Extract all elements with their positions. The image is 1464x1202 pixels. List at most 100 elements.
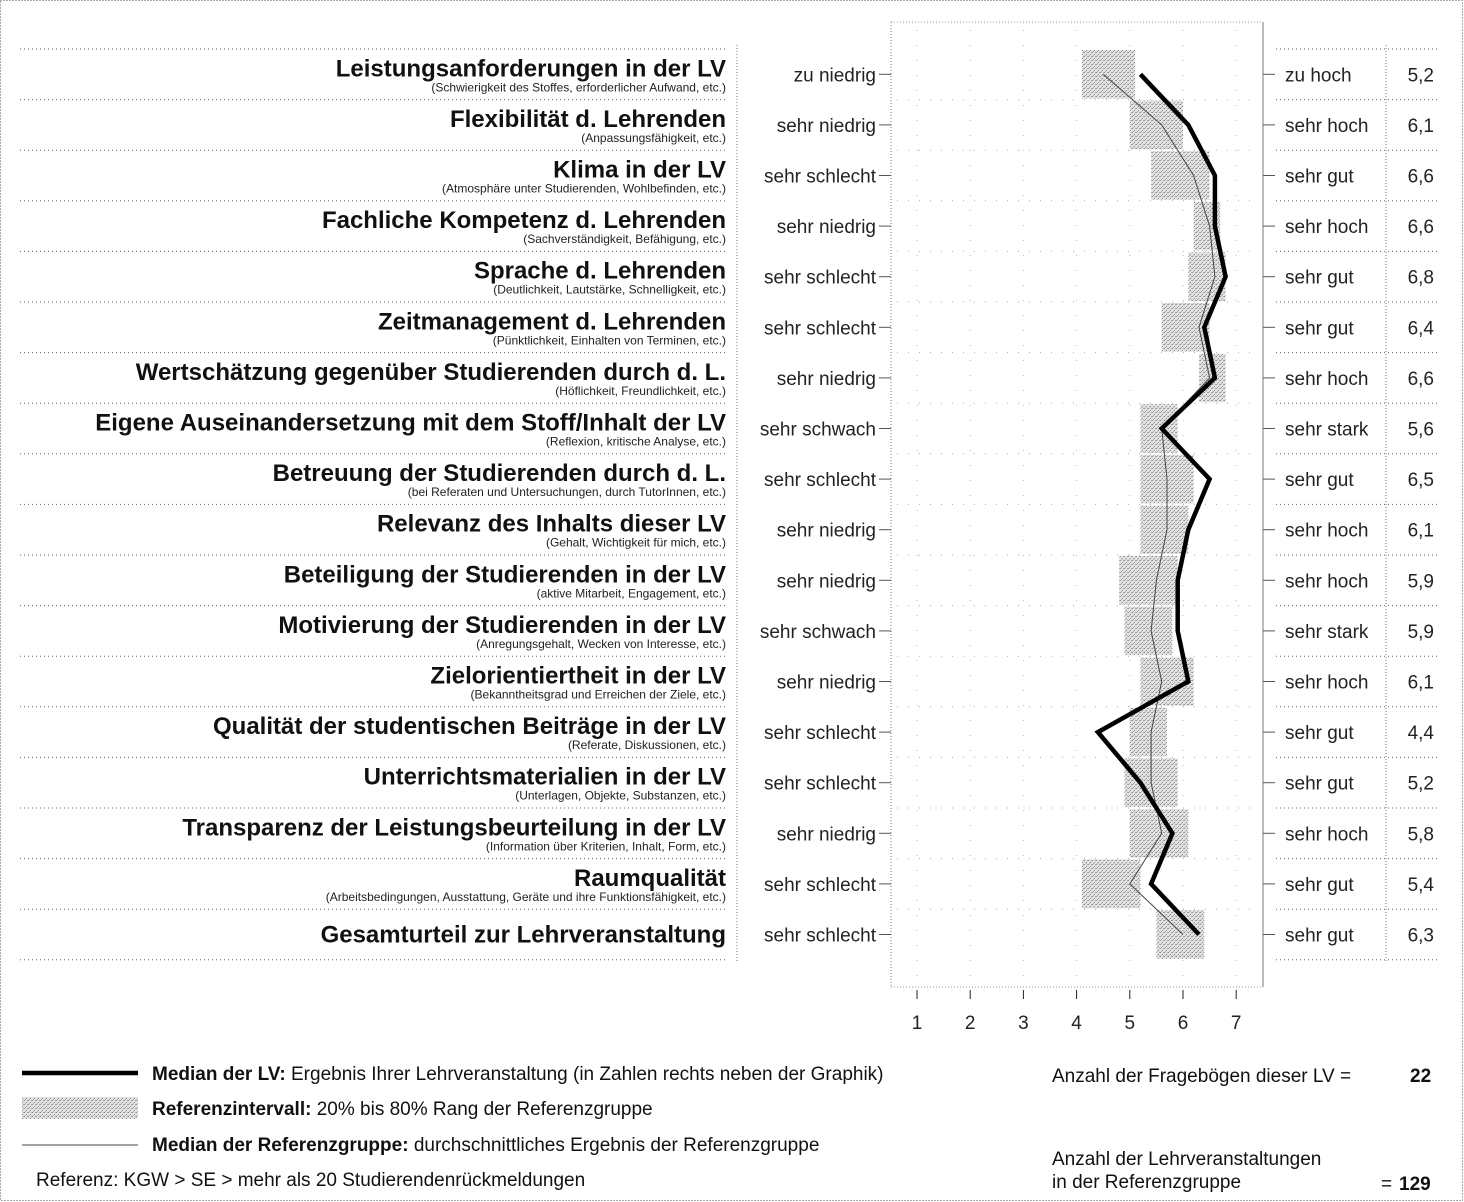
- left-anchor-label: sehr niedrig: [777, 571, 876, 592]
- item-subtitle: (Arbeitsbedingungen, Ausstattung, Geräte…: [326, 890, 726, 904]
- right-anchor-label: sehr gut: [1285, 268, 1354, 289]
- right-anchor-label: sehr stark: [1285, 420, 1369, 441]
- left-anchor-label: sehr niedrig: [777, 824, 876, 845]
- legend-ref-interval: Referenzintervall: 20% bis 80% Rang der …: [152, 1099, 653, 1121]
- right-anchor-label: sehr hoch: [1285, 673, 1368, 694]
- median-value: 6,6: [1408, 167, 1434, 188]
- item-subtitle: (bei Referaten und Untersuchungen, durch…: [408, 485, 726, 499]
- left-anchor-label: sehr schlecht: [764, 926, 877, 947]
- legend-median-lv: Median der LV: Ergebnis Ihrer Lehrverans…: [152, 1064, 884, 1086]
- legend-ref-interval-bold: Referenzintervall:: [152, 1099, 312, 1120]
- item-subtitle: (Anregungsgehalt, Wecken von Interesse, …: [476, 637, 726, 651]
- item-title: Zeitmanagement d. Lehrenden: [378, 308, 726, 335]
- item-title: Raumqualität: [574, 865, 726, 892]
- ref-interval-band: [1140, 505, 1189, 554]
- left-anchor-label: sehr niedrig: [777, 116, 876, 137]
- courses-eq: =: [1381, 1174, 1393, 1195]
- median-value: 5,2: [1408, 65, 1434, 86]
- median-value: 5,4: [1408, 875, 1435, 896]
- item-title: Flexibilität d. Lehrenden: [450, 106, 726, 133]
- item-subtitle: (aktive Mitarbeit, Engagement, etc.): [537, 586, 726, 600]
- x-tick-label: 6: [1178, 1013, 1189, 1034]
- item-subtitle: (Höflichkeit, Freundlichkeit, etc.): [555, 384, 726, 398]
- left-anchor-label: sehr niedrig: [777, 217, 876, 238]
- left-anchor-label: sehr schlecht: [764, 318, 877, 339]
- legend-ref-median: Median der Referenzgruppe: durchschnittl…: [152, 1135, 819, 1157]
- item-title: Klima in der LV: [553, 157, 726, 184]
- left-anchor-label: sehr schwach: [760, 420, 876, 441]
- right-anchor-label: sehr gut: [1285, 926, 1354, 947]
- left-anchor-label: sehr schlecht: [764, 470, 877, 491]
- median-value: 6,3: [1408, 926, 1434, 947]
- item-subtitle: (Schwierigkeit des Stoffes, erforderlich…: [431, 80, 726, 94]
- left-anchor-label: sehr schlecht: [764, 167, 877, 188]
- legend-ref-interval-text: 20% bis 80% Rang der Referenzgruppe: [311, 1099, 653, 1120]
- median-value: 6,1: [1408, 521, 1434, 542]
- item-title: Gesamturteil zur Lehrveranstaltung: [321, 922, 726, 949]
- legend-median-lv-text: Ergebnis Ihrer Lehrveranstaltung (in Zah…: [285, 1064, 884, 1085]
- item-subtitle: (Reflexion, kritische Analyse, etc.): [546, 435, 726, 449]
- left-anchor-label: sehr niedrig: [777, 673, 876, 694]
- left-anchor-label: sehr schlecht: [764, 875, 877, 896]
- legend-median-lv-bold: Median der LV:: [152, 1064, 286, 1085]
- x-tick-label: 7: [1231, 1013, 1242, 1034]
- ref-interval-band: [1081, 859, 1141, 909]
- x-tick-label: 2: [965, 1013, 976, 1034]
- median-value: 4,4: [1408, 723, 1435, 744]
- item-title: Wertschätzung gegenüber Studierenden dur…: [136, 359, 726, 386]
- right-anchor-label: zu hoch: [1285, 65, 1352, 86]
- item-subtitle: (Gehalt, Wichtigkeit für mich, etc.): [546, 536, 726, 550]
- item-title: Sprache d. Lehrenden: [474, 258, 726, 285]
- x-tick-label: 3: [1018, 1013, 1029, 1034]
- item-title: Fachliche Kompetenz d. Lehrenden: [322, 207, 726, 234]
- left-anchor-label: sehr niedrig: [777, 369, 876, 390]
- median-value: 5,9: [1408, 571, 1434, 592]
- item-title: Beteiligung der Studierenden in der LV: [284, 561, 726, 588]
- legend-ref-median-text: durchschnittliches Ergebnis der Referenz…: [408, 1135, 820, 1156]
- ref-median-line: [1102, 73, 1216, 935]
- item-title: Qualität der studentischen Beiträge in d…: [213, 713, 726, 740]
- item-title: Transparenz der Leistungsbeurteilung in …: [182, 814, 726, 841]
- item-subtitle: (Deutlichkeit, Lautstärke, Schnelligkeit…: [493, 283, 726, 297]
- right-anchor-label: sehr hoch: [1285, 217, 1368, 238]
- median-value: 5,6: [1408, 420, 1434, 441]
- lv-median-line: [1094, 72, 1228, 937]
- item-subtitle: (Sachverständigkeit, Befähigung, etc.): [523, 232, 726, 246]
- left-anchor-label: sehr schlecht: [764, 774, 877, 795]
- item-title: Eigene Auseinandersetzung mit dem Stoff/…: [95, 410, 726, 437]
- right-anchor-label: sehr hoch: [1285, 369, 1368, 390]
- courses-label-line2: in der Referenzgruppe: [1052, 1172, 1242, 1193]
- item-subtitle: (Bekanntheitsgrad und Erreichen der Ziel…: [471, 688, 726, 702]
- median-value: 5,9: [1408, 622, 1434, 643]
- questionnaires-value: 22: [1410, 1066, 1432, 1087]
- item-subtitle: (Referate, Diskussionen, etc.): [568, 738, 726, 752]
- left-anchor-label: sehr schlecht: [764, 723, 877, 744]
- left-anchor-label: sehr niedrig: [777, 521, 876, 542]
- item-subtitle: (Pünktlichkeit, Einhalten von Terminen, …: [493, 333, 726, 347]
- median-value: 5,8: [1408, 824, 1434, 845]
- ref-interval-band: [1161, 303, 1210, 352]
- right-anchor-label: sehr gut: [1285, 167, 1354, 188]
- left-anchor-label: sehr schlecht: [764, 268, 877, 289]
- median-value: 6,1: [1408, 673, 1434, 694]
- item-title: Leistungsanforderungen in der LV: [336, 55, 726, 82]
- item-title: Motivierung der Studierenden in der LV: [278, 612, 726, 639]
- x-tick-label: 4: [1071, 1013, 1082, 1034]
- right-anchor-label: sehr gut: [1285, 875, 1354, 896]
- median-value: 6,8: [1408, 268, 1434, 289]
- item-subtitle: (Unterlagen, Objekte, Substanzen, etc.): [515, 789, 726, 803]
- item-subtitle: (Anpassungsfähigkeit, etc.): [581, 131, 726, 145]
- ref-interval-band: [1124, 606, 1173, 656]
- legend-reference: Referenz: KGW > SE > mehr als 20 Studier…: [36, 1170, 586, 1191]
- item-title: Unterrichtsmaterialien in der LV: [364, 764, 726, 791]
- right-anchor-label: sehr gut: [1285, 318, 1354, 339]
- item-subtitle: (Information über Kriterien, Inhalt, For…: [486, 839, 726, 853]
- courses-label-line1: Anzahl der Lehrveranstaltungen: [1052, 1149, 1322, 1170]
- right-anchor-label: sehr hoch: [1285, 521, 1368, 542]
- right-anchor-label: sehr gut: [1285, 470, 1354, 491]
- left-anchor-label: zu niedrig: [794, 65, 876, 86]
- left-anchor-label: sehr schwach: [760, 622, 876, 643]
- courses-value: 129: [1399, 1174, 1431, 1195]
- right-anchor-label: sehr gut: [1285, 774, 1354, 795]
